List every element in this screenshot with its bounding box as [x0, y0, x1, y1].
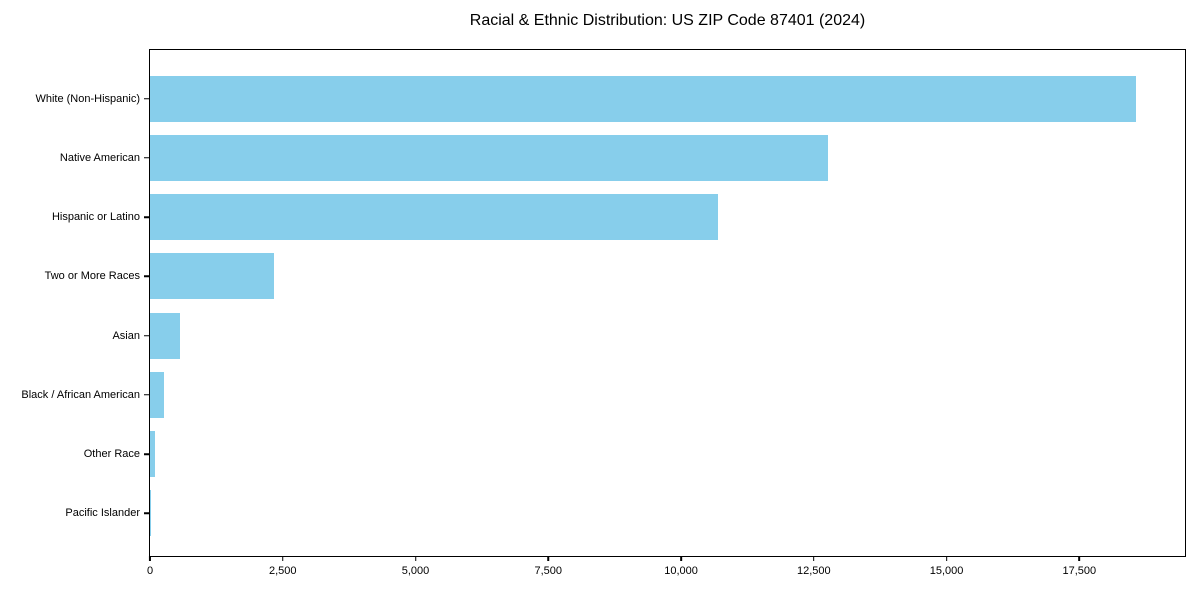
x-tick: 7,500 [534, 556, 563, 577]
category-row: White (Non-Hispanic) [35, 69, 1185, 128]
bar [150, 490, 151, 537]
x-tick: 12,500 [797, 556, 831, 577]
y-axis-label: Other Race [83, 448, 140, 461]
x-tick: 17,500 [1062, 556, 1096, 577]
bar [150, 194, 719, 241]
y-tick-mark [144, 157, 149, 159]
y-axis-label: Two or More Races [44, 270, 140, 283]
y-tick-mark [144, 512, 149, 515]
y-tick-mark [144, 453, 149, 455]
y-axis-label: Black / African American [21, 388, 140, 401]
category-row: Black / African American [21, 365, 1185, 424]
x-tick-mark [547, 556, 550, 561]
bar [150, 371, 164, 418]
category-row: Other Race [84, 425, 1185, 484]
rows: White (Non-Hispanic) Native American Hispa… [21, 50, 1185, 556]
y-tick-mark [144, 334, 149, 337]
x-tick: 10,000 [664, 556, 698, 577]
category-row: Native American [60, 128, 1185, 187]
y-axis-label: Native American [59, 151, 140, 164]
x-tick-mark [680, 556, 682, 561]
x-tick-mark [1078, 556, 1081, 561]
x-tick: 0 [147, 556, 153, 577]
x-tick-label: 7,500 [534, 565, 563, 577]
x-tick: 2,500 [269, 556, 297, 577]
x-tick: 15,000 [929, 556, 964, 577]
y-axis-label: Pacific Islander [65, 507, 140, 520]
x-tick-label: 10,000 [664, 565, 698, 577]
bar [150, 75, 1136, 122]
bar [150, 431, 156, 478]
bar [150, 134, 829, 181]
bar [150, 253, 275, 300]
x-tick-label: 17,500 [1062, 565, 1097, 577]
x-axis-ticks: 0 2,500 5,000 7,500 10,000 12,500 15,000 17,500 [147, 556, 1185, 586]
y-axis-label: Asian [112, 329, 140, 342]
x-tick-label: 12,500 [796, 565, 831, 577]
plot-area: White (Non-Hispanic) Native American Hispa… [21, 49, 1186, 577]
x-tick-mark [149, 556, 151, 561]
x-tick-mark [282, 556, 284, 561]
x-tick: 5,000 [401, 556, 430, 577]
category-row: Asian [112, 306, 1185, 365]
category-row: Hispanic or Latino [52, 188, 1185, 247]
y-tick-mark [144, 97, 149, 100]
x-tick-mark [945, 556, 948, 561]
y-axis-label: Hispanic or Latino [51, 211, 140, 224]
x-tick-label: 2,500 [268, 565, 297, 577]
chart-title: Racial & Ethnic Distribution: US ZIP Cod… [469, 12, 866, 29]
x-tick-label: 15,000 [929, 565, 964, 577]
y-axis-label: White (Non-Hispanic) [35, 92, 140, 105]
y-tick-mark [144, 216, 149, 218]
y-tick-mark [144, 275, 149, 278]
category-row: Pacific Islander [65, 484, 1185, 543]
bar [150, 312, 180, 359]
x-tick-mark [414, 556, 417, 561]
category-row: Two or More Races [45, 247, 1185, 306]
x-tick-mark [813, 556, 815, 561]
x-tick-label: 0 [146, 565, 154, 577]
y-tick-mark [144, 394, 149, 396]
x-tick-label: 5,000 [401, 565, 430, 577]
